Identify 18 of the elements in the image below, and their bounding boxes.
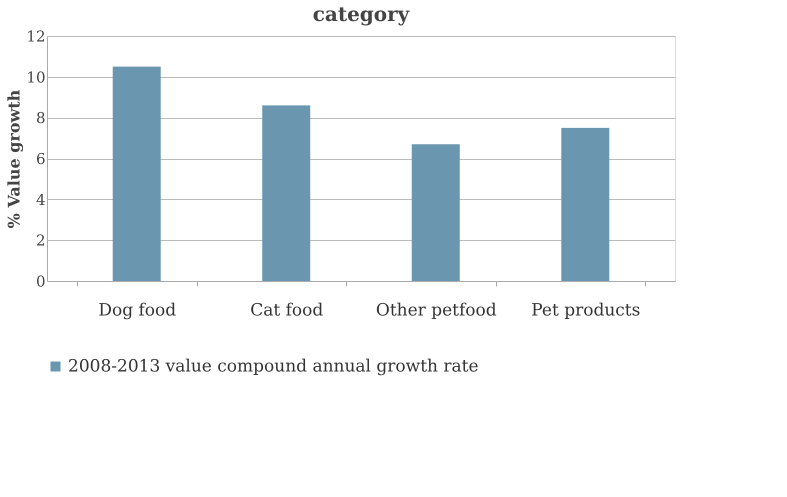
y-tick-label: 8	[36, 109, 46, 128]
chart-title: category	[312, 2, 411, 26]
bar	[112, 66, 161, 281]
y-tick-label: 6	[36, 150, 46, 168]
bar	[561, 128, 610, 281]
y-tick-label: 12	[26, 28, 46, 46]
legend-label: 2008-2013 value compound annual growth rate	[68, 356, 479, 376]
x-tick-label: Dog food	[98, 300, 176, 320]
x-tick-label: Cat food	[250, 300, 324, 320]
y-tick-label: 4	[36, 190, 46, 209]
x-tick-label: Pet products	[531, 300, 640, 320]
bar	[262, 105, 310, 281]
y-tick-label: 0	[36, 272, 46, 290]
y-tick-label: 10	[26, 68, 46, 86]
x-tick-label: Other petfood	[376, 300, 497, 320]
y-tick-label: 2	[36, 232, 46, 250]
bar	[412, 144, 460, 281]
y-axis-title: % Value growth	[4, 89, 24, 228]
